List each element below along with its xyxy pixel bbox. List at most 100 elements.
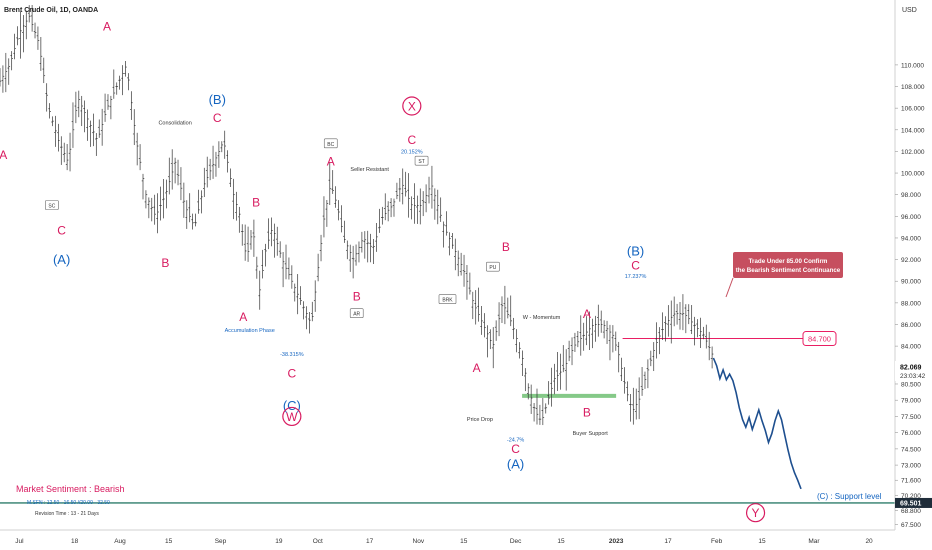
wave-label: (A) xyxy=(53,252,70,267)
chart-annotation: W - Momentum xyxy=(523,315,561,321)
chart-annotation: 20.152% xyxy=(401,150,423,156)
wave-label: C xyxy=(631,258,640,272)
wave-label: (B) xyxy=(209,92,226,107)
y-tick-label: 68.800 xyxy=(901,508,921,515)
wave-label: (A) xyxy=(507,456,524,471)
chart-annotation: -24.7% xyxy=(507,437,525,443)
y-tick-label: 88.000 xyxy=(901,300,921,307)
time-axis: Jul 18 Aug 15 Sep 19 Oct 17 Nov 15 Dec 15 2023 17 Feb 1… xyxy=(0,529,895,545)
wave-label: C xyxy=(213,111,222,125)
x-tick-label: Sep xyxy=(215,538,227,545)
y-tick-label: 71.600 xyxy=(901,478,921,485)
wyckoff-tag-box xyxy=(486,261,500,272)
wave-label: C xyxy=(57,224,66,238)
wyckoff-tag: BC xyxy=(327,142,334,148)
resistance-price-label: 84.700 xyxy=(808,335,831,344)
price-axis-panel xyxy=(895,0,932,550)
support-price-tag xyxy=(895,497,932,508)
x-tick-label: Nov xyxy=(413,538,425,545)
x-tick-label: 2023 xyxy=(609,538,624,545)
chart-annotation: 17.237% xyxy=(625,274,647,280)
x-tick-label: Jul xyxy=(15,538,24,545)
wave-label: C xyxy=(407,133,416,147)
currency-label: USD xyxy=(902,7,917,14)
wave-label: B xyxy=(161,256,169,270)
msfn-text: M.SFN : 12.50 - 16.50 //20.00 - 32.50 xyxy=(27,500,110,506)
resistance-price-box xyxy=(802,331,837,347)
wyckoff-tag: ST xyxy=(418,159,424,165)
wave-label: A xyxy=(473,361,481,375)
x-tick-label: 17 xyxy=(664,538,672,545)
y-tick-label: 98.000 xyxy=(901,192,921,199)
y-tick-label: 110.000 xyxy=(901,62,924,69)
projection-path xyxy=(712,357,802,490)
wave-label: B xyxy=(353,290,361,304)
x-tick-label: 20 xyxy=(865,538,873,545)
x-tick-label: Feb xyxy=(711,538,723,545)
wyckoff-tag: BRK xyxy=(442,298,453,304)
circled-wave-ring xyxy=(402,96,422,116)
circled-wave-ring xyxy=(282,406,302,427)
x-tick-label: Oct xyxy=(313,538,323,545)
callout-box xyxy=(733,252,843,278)
chart-annotation: -38.315% xyxy=(280,352,304,358)
chart-annotation: Consolidation xyxy=(158,120,191,126)
countdown-label: 23:03:42 xyxy=(900,373,926,380)
x-tick-label: 15 xyxy=(557,538,565,545)
y-tick-label: 104.000 xyxy=(901,127,925,134)
wave-label: B xyxy=(583,405,591,419)
wyckoff-tag-box xyxy=(349,308,364,318)
wave-label: A xyxy=(327,154,335,168)
y-tick-label: 80.500 xyxy=(901,381,921,388)
x-tick-label: 15 xyxy=(758,538,766,545)
x-tick-label: Mar xyxy=(808,538,820,545)
wave-label: C xyxy=(511,442,520,456)
y-tick-label: 67.500 xyxy=(901,522,921,529)
y-tick-label: 74.500 xyxy=(901,446,921,453)
chart-annotation: Buyer Support xyxy=(573,431,609,437)
current-price-tag-bg xyxy=(895,361,932,382)
circled-wave-ring xyxy=(745,503,766,523)
circled-wave-label: X xyxy=(408,100,416,114)
y-tick-label: 84.000 xyxy=(901,344,921,351)
wave-label: A xyxy=(103,19,111,33)
market-sentiment: Market Sentiment : Bearish xyxy=(16,484,125,494)
x-tick-label: 15 xyxy=(165,538,173,545)
wyckoff-tag-box xyxy=(438,294,457,304)
wyckoff-tag-box xyxy=(414,155,429,166)
support-price-label: 69.501 xyxy=(900,500,922,507)
wyckoff-tag: PU xyxy=(489,265,496,271)
y-tick-label: 94.000 xyxy=(901,235,921,242)
wave-label: A xyxy=(0,148,7,162)
wyckoff-tag-box xyxy=(323,138,338,149)
x-tick-label: 17 xyxy=(366,538,374,545)
callout-pointer xyxy=(725,277,734,298)
projection-line xyxy=(712,357,802,490)
wave-label: A xyxy=(239,310,247,324)
chart-title: Brent Crude Oil, 1D, OANDA xyxy=(4,7,98,14)
circled-wave-label: Y xyxy=(752,506,760,520)
y-tick-label: 100.000 xyxy=(901,171,925,178)
wave-label: B xyxy=(502,240,510,254)
x-tick-label: 15 xyxy=(460,538,468,545)
wave-label: B xyxy=(252,196,260,210)
x-tick-label: Dec xyxy=(510,538,522,545)
chart-annotation: Seller Resistant xyxy=(350,167,389,173)
wyckoff-tag: SC xyxy=(48,204,55,210)
wave-label: C xyxy=(288,366,297,380)
current-price-label: 82.069 xyxy=(900,365,922,372)
wave-label: (B) xyxy=(627,243,644,258)
chart-annotation: Price Drop xyxy=(467,417,493,423)
y-tick-label: 102.000 xyxy=(901,149,925,156)
y-tick-label: 86.000 xyxy=(901,322,921,329)
wave-labels: Trade Under 85.00 Confirm the Bearish Sen… xyxy=(0,19,882,523)
wave-label: A xyxy=(583,307,591,321)
chart-annotation: Accumulation Phase xyxy=(225,328,275,334)
wyckoff-tag-box xyxy=(45,200,59,210)
callout-line-2: the Bearish Sentiment Continuance xyxy=(736,267,841,274)
y-tick-label: 106.000 xyxy=(901,106,925,113)
y-tick-label: 73.000 xyxy=(901,463,921,470)
y-tick-label: 70.200 xyxy=(901,493,921,500)
callout-line-1: Trade Under 85.00 Confirm xyxy=(749,258,828,265)
